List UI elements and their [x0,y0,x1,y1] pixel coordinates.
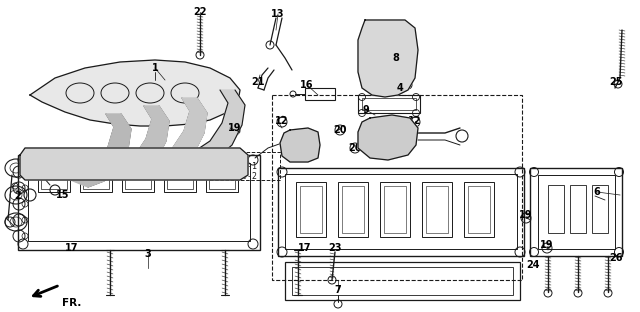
Text: 11: 11 [366,128,380,138]
Bar [278,168,524,256]
Text: 19: 19 [540,240,554,250]
Text: 18: 18 [20,170,34,180]
Text: 26: 26 [609,253,623,263]
Text: 22: 22 [193,7,207,17]
Polygon shape [68,114,131,187]
Bar [384,186,406,233]
Bar [209,173,235,189]
Bar [296,182,326,237]
Bar [538,175,615,249]
Bar [426,186,448,233]
Bar [422,182,452,237]
Polygon shape [106,106,169,179]
Bar [338,182,368,237]
Text: 8: 8 [392,53,399,63]
Text: 6: 6 [594,187,600,197]
Polygon shape [144,98,207,171]
Text: E-10-2: E-10-2 [227,172,257,181]
Bar [122,170,154,192]
Text: 17: 17 [298,243,312,253]
Text: 17: 17 [65,243,79,253]
Bar [362,98,416,110]
Bar [38,170,70,192]
Bar [548,185,564,233]
Polygon shape [358,115,418,160]
Text: 12: 12 [408,116,422,126]
Text: 1: 1 [152,63,158,73]
Bar [28,163,250,241]
Text: E-10-1: E-10-1 [227,162,257,171]
Bar [18,155,260,250]
Circle shape [382,52,394,64]
Text: 9: 9 [363,105,369,115]
Bar [570,185,586,233]
Bar [305,88,335,100]
Bar [380,182,410,237]
Polygon shape [20,148,248,180]
Bar [210,152,280,180]
Text: 16: 16 [300,80,314,90]
Text: 14: 14 [56,157,70,167]
Polygon shape [182,90,245,163]
Text: 3: 3 [145,249,152,259]
Bar [292,267,513,295]
Bar [206,170,238,192]
Text: 21: 21 [252,77,265,87]
Bar [41,173,67,189]
Text: 5: 5 [216,152,223,162]
Bar [468,186,490,233]
Bar [80,170,112,192]
Text: 24: 24 [526,260,540,270]
Text: 12: 12 [275,116,289,126]
Bar [272,95,522,280]
Text: 2: 2 [15,191,21,201]
Text: 4: 4 [397,83,403,93]
Bar [167,173,193,189]
Text: 25: 25 [609,77,623,87]
Bar [464,182,494,237]
Polygon shape [30,60,240,126]
Text: 10: 10 [301,133,315,143]
Bar [285,174,517,249]
Bar [592,185,608,233]
Bar [530,168,622,256]
Text: 19: 19 [228,123,242,133]
Bar [52,160,70,172]
Text: 7: 7 [335,285,341,295]
Text: 23: 23 [328,243,342,253]
Bar [300,186,322,233]
Text: 13: 13 [271,9,285,19]
Text: 15: 15 [56,190,70,200]
Bar [358,95,420,113]
Bar [342,186,364,233]
Text: 20: 20 [348,143,362,153]
Bar [164,170,196,192]
Polygon shape [358,20,418,97]
Polygon shape [280,128,320,162]
Bar [83,173,109,189]
Text: FR.: FR. [62,298,81,308]
Text: 19: 19 [519,210,532,220]
Bar [285,262,520,300]
Text: 20: 20 [333,125,347,135]
Bar [125,173,151,189]
